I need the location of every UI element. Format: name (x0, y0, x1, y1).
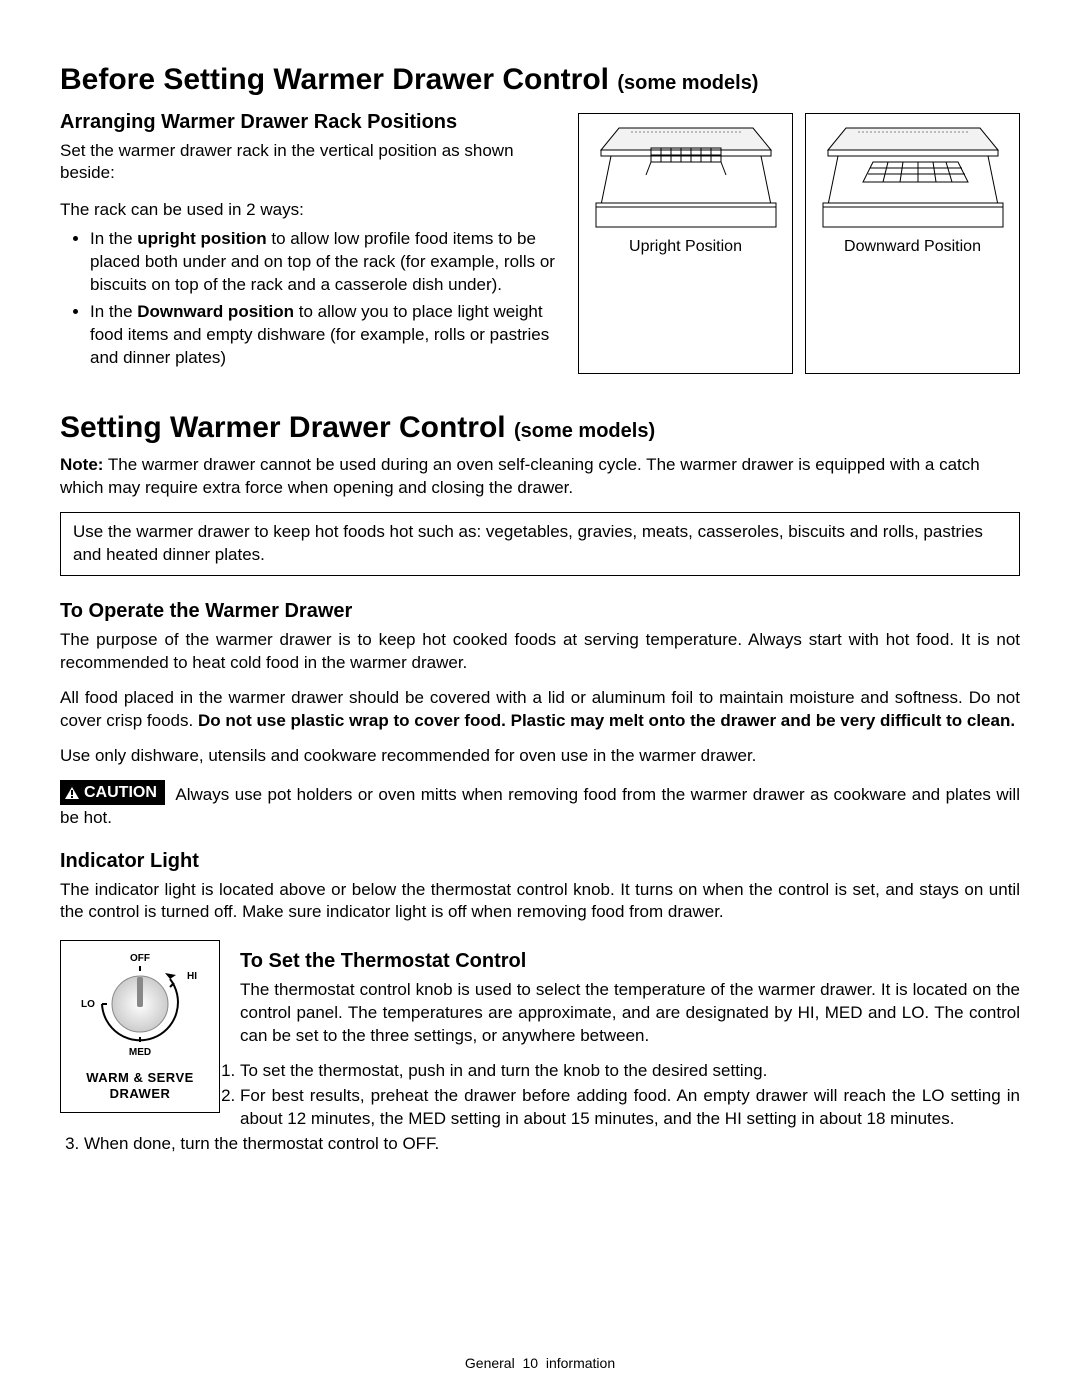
caution-badge: CAUTION (60, 780, 165, 806)
h2-operate: To Operate the Warmer Drawer (60, 598, 1020, 625)
setting-note: Note: The warmer drawer cannot be used d… (60, 454, 1020, 500)
h2-arranging: Arranging Warmer Drawer Rack Positions (60, 109, 560, 136)
bullet-downward: In the Downward position to allow you to… (90, 301, 560, 370)
knob-figure: OFF HI MED LO WARM & SERVE DRAWER (60, 940, 220, 1112)
bullet-upright: In the upright position to allow low pro… (90, 228, 560, 297)
knob-caption-2: DRAWER (110, 1086, 171, 1101)
operate-p2: All food placed in the warmer drawer sho… (60, 687, 1020, 733)
figure-downward: Downward Position (805, 113, 1020, 374)
step-2: For best results, preheat the drawer bef… (84, 1085, 1020, 1131)
svg-text:LO: LO (81, 999, 95, 1010)
rack-intro: The rack can be used in 2 ways: (60, 199, 560, 222)
h1-before-main: Before Setting Warmer Drawer Control (60, 63, 609, 96)
usage-box: Use the warmer drawer to keep hot foods … (60, 512, 1020, 576)
h2-indicator: Indicator Light (60, 848, 1020, 875)
h1-setting-sub: (some models) (514, 420, 655, 442)
knob-caption-1: WARM & SERVE (86, 1070, 194, 1085)
step-3: When done, turn the thermostat control t… (84, 1133, 1020, 1156)
caution-line: CAUTION Always use pot holders or oven m… (60, 780, 1020, 830)
warning-icon (64, 786, 80, 800)
thermostat-knob-icon: OFF HI MED LO (70, 949, 210, 1059)
h1-before-sub: (some models) (617, 72, 758, 94)
arranging-intro: Set the warmer drawer rack in the vertic… (60, 140, 560, 186)
figure-upright: Upright Position (578, 113, 793, 374)
drawer-downward-icon (818, 120, 1008, 230)
indicator-p: The indicator light is located above or … (60, 879, 1020, 925)
page-footer: General 10 information (0, 1354, 1080, 1373)
svg-text:OFF: OFF (130, 953, 150, 964)
step-1: To set the thermostat, push in and turn … (84, 1060, 1020, 1083)
figure-upright-label: Upright Position (587, 236, 784, 258)
drawer-upright-icon (591, 120, 781, 230)
operate-p3: Use only dishware, utensils and cookware… (60, 745, 1020, 768)
figure-downward-label: Downward Position (814, 236, 1011, 258)
h1-setting-main: Setting Warmer Drawer Control (60, 411, 506, 444)
svg-text:HI: HI (187, 971, 197, 982)
svg-text:MED: MED (129, 1047, 151, 1058)
operate-p1: The purpose of the warmer drawer is to k… (60, 629, 1020, 675)
